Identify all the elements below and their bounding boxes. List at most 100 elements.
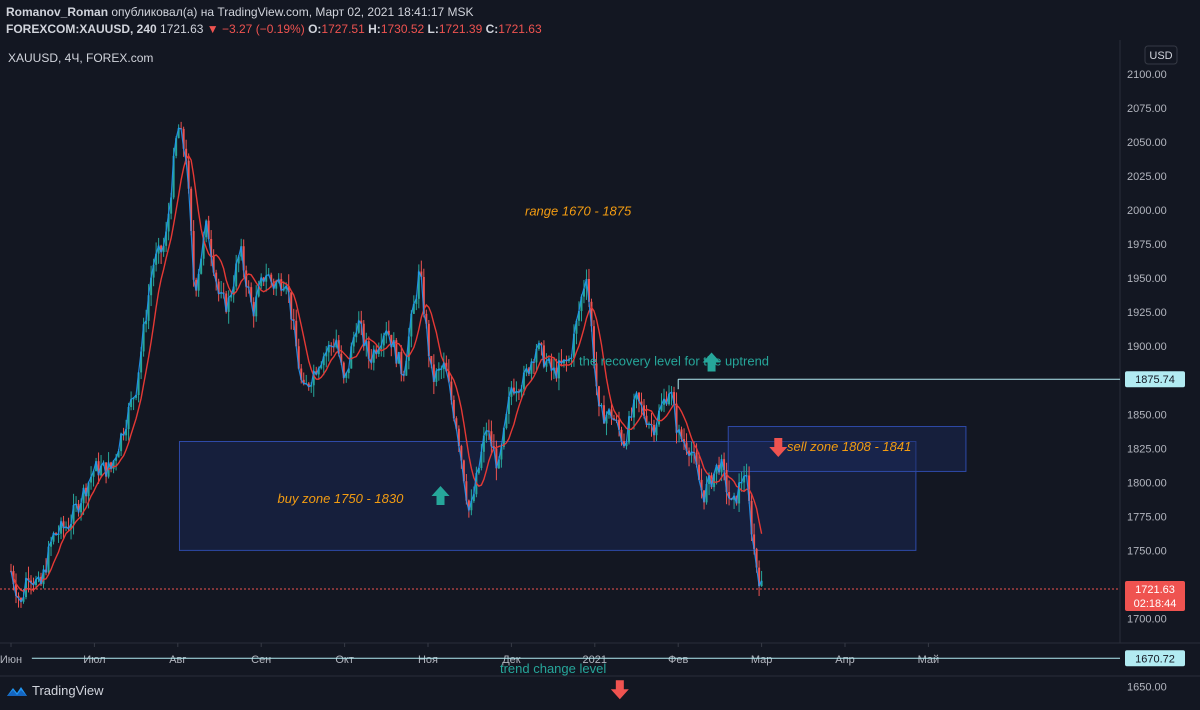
candle-body <box>112 460 115 469</box>
candle-body <box>668 393 671 405</box>
candle-body <box>80 503 83 513</box>
trend-change-text[interactable]: trend change level <box>500 661 606 676</box>
candle-body <box>235 263 238 287</box>
candle-body <box>685 442 688 451</box>
candle-body <box>460 446 463 461</box>
candle-body <box>167 213 170 232</box>
candle-body <box>743 475 746 483</box>
candle-body <box>638 392 641 402</box>
candle-body <box>435 370 438 382</box>
candle-body <box>197 273 200 291</box>
candle-body <box>447 371 450 382</box>
candle-body <box>110 462 113 469</box>
candle-body <box>477 468 480 474</box>
plot-area[interactable] <box>0 40 1200 643</box>
recovery-up-arrow[interactable] <box>702 352 721 372</box>
candle-body <box>312 371 315 386</box>
candle-body <box>395 340 398 364</box>
candle-body <box>640 401 643 406</box>
candle-body <box>327 345 330 353</box>
candle-body <box>280 279 283 291</box>
buy-zone-text[interactable]: buy zone 1750 - 1830 <box>278 491 405 506</box>
candle-body <box>427 323 430 356</box>
candle-body <box>350 346 353 369</box>
candle-body <box>537 343 540 349</box>
footer-brand[interactable]: TradingView <box>6 683 104 698</box>
candle-body <box>255 296 258 317</box>
candle-body <box>40 576 43 585</box>
candle-body <box>455 418 458 429</box>
candle-body <box>457 428 460 447</box>
y-tick-label: 1950.00 <box>1127 273 1167 285</box>
candle-body <box>515 391 518 394</box>
candle-body <box>245 270 248 287</box>
candle-body <box>260 277 263 287</box>
candle-body <box>663 398 666 405</box>
y-tick-label: 2075.00 <box>1127 103 1167 115</box>
candle-body <box>27 578 30 581</box>
candle-body <box>210 238 213 256</box>
candle-body <box>703 490 706 503</box>
candle-body <box>645 415 648 425</box>
candle-body <box>607 409 610 415</box>
candle-body <box>360 320 363 324</box>
candle-body <box>52 533 55 542</box>
recovery-text[interactable]: the recovery level for the uptrend <box>579 353 769 368</box>
candle-body <box>100 465 103 476</box>
y-tick-label: 1800.00 <box>1127 477 1167 489</box>
tradingview-logo-icon <box>7 686 27 696</box>
candle-body <box>405 360 408 376</box>
sell-zone[interactable] <box>727 426 967 472</box>
low-value: 1721.39 <box>438 22 483 36</box>
x-tick-label: Дек <box>502 654 521 666</box>
candle-body <box>580 296 583 312</box>
candle-body <box>550 358 553 371</box>
candle-body <box>535 348 538 363</box>
publish-info: опубликовал(а) на TradingView.com, Март … <box>111 5 474 19</box>
candle-body <box>597 386 600 407</box>
currency-badge[interactable] <box>1144 45 1178 65</box>
candle-body <box>602 405 605 424</box>
candle-body <box>560 360 563 364</box>
sell-down-arrow[interactable] <box>769 437 788 457</box>
range-text[interactable]: range 1670 - 1875 <box>525 204 632 219</box>
candle-body <box>250 287 253 302</box>
candle-body <box>587 279 590 302</box>
price-line <box>10 127 763 604</box>
candle-body <box>688 450 691 456</box>
candle-body <box>135 395 138 398</box>
y-tick-label: 1850.00 <box>1127 409 1167 421</box>
candle-body <box>710 475 713 488</box>
high-value: 1730.52 <box>380 22 425 36</box>
candle-body <box>673 392 676 404</box>
candle-body <box>282 288 285 291</box>
candle-body <box>540 343 543 346</box>
candle-body <box>482 435 485 452</box>
candle-body <box>192 231 195 280</box>
buy-up-arrow[interactable] <box>431 485 450 505</box>
candle-body <box>257 286 260 297</box>
sell-zone-text[interactable]: sell zone 1808 - 1841 <box>787 439 911 454</box>
recovery-level-badge <box>1125 371 1185 388</box>
candle-body <box>190 188 193 232</box>
candle-body <box>162 245 165 253</box>
current-price: 1721.63 <box>160 22 204 36</box>
candle-body <box>287 286 290 293</box>
candle-body <box>382 335 385 346</box>
candle-body <box>157 245 160 254</box>
buy-zone[interactable] <box>178 441 917 551</box>
candle-body <box>237 256 240 264</box>
candle-body <box>185 148 188 161</box>
candle-body <box>367 341 370 359</box>
candle-body <box>217 281 220 294</box>
candle-body <box>265 275 268 282</box>
candle-body <box>385 330 388 336</box>
trend-down-arrow[interactable] <box>610 680 629 700</box>
candle-body <box>490 431 493 447</box>
candle-body <box>85 487 88 497</box>
author-name[interactable]: Romanov_Roman <box>6 5 109 19</box>
candle-body <box>675 403 678 433</box>
candle-body <box>17 595 20 599</box>
candle-body <box>77 503 80 513</box>
